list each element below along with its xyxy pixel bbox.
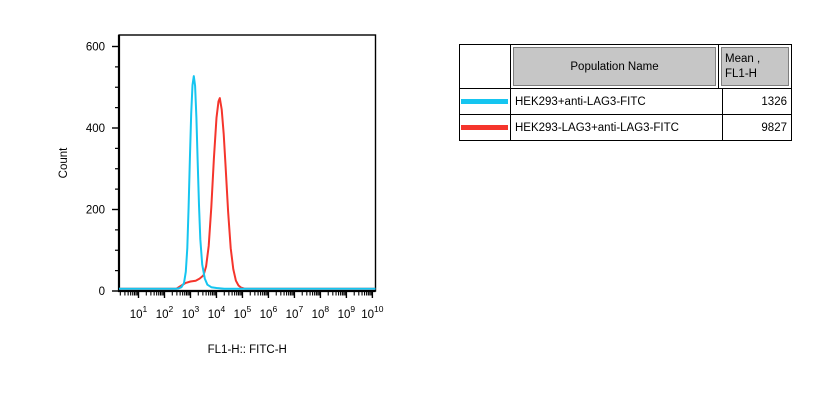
histogram-curve-cyan xyxy=(119,75,376,290)
mean-header-line1: Mean , xyxy=(725,52,761,65)
table-row: HEK293-LAG3+anti-LAG3-FITC 9827 xyxy=(460,114,791,140)
y-axis-title: Count xyxy=(58,147,70,178)
population-name-header: Population Name xyxy=(513,47,716,86)
y-tick-label: 0 xyxy=(99,286,105,298)
series-swatch-red xyxy=(461,125,508,130)
x-tick-label: 106 xyxy=(260,304,278,321)
x-tick-label: 105 xyxy=(234,304,252,321)
x-tick-label: 102 xyxy=(156,304,174,321)
x-tick-label: 107 xyxy=(286,304,304,321)
y-tick-label: 600 xyxy=(86,42,105,54)
x-tick-label: 109 xyxy=(338,304,356,321)
swatch-cell xyxy=(460,89,510,114)
histogram-curve-red xyxy=(119,97,376,290)
population-name: HEK293+anti-LAG3-FITC xyxy=(510,89,722,114)
x-tick-label: 104 xyxy=(208,304,226,321)
y-tick-label: 400 xyxy=(86,123,105,135)
mean-value: 9827 xyxy=(722,115,791,140)
x-tick-label: 103 xyxy=(182,304,200,321)
mean-value: 1326 xyxy=(722,89,791,114)
swatch-cell xyxy=(460,115,510,140)
table-row: HEK293+anti-LAG3-FITC 1326 xyxy=(460,88,791,114)
mean-fl1h-header: Mean , FL1-H xyxy=(721,47,789,86)
x-axis-title: FL1-H:: FITC-H xyxy=(208,344,287,356)
mean-header-line2: FL1-H xyxy=(725,67,757,80)
x-tick-label: 108 xyxy=(312,304,330,321)
population-name: HEK293-LAG3+anti-LAG3-FITC xyxy=(510,115,722,140)
plot-frame xyxy=(118,34,377,292)
y-tick-label: 200 xyxy=(86,205,105,217)
legend-header-swatch-cell xyxy=(460,45,510,88)
legend-header-row: Population Name Mean , FL1-H xyxy=(460,45,791,88)
legend-header-population-cell: Population Name xyxy=(510,45,718,88)
series-swatch-cyan xyxy=(461,99,508,104)
legend-header-mean-cell: Mean , FL1-H xyxy=(718,45,791,88)
x-tick-label: 1010 xyxy=(361,304,384,321)
x-tick-label: 101 xyxy=(130,304,148,321)
legend-table: Population Name Mean , FL1-H HEK293+anti… xyxy=(459,44,792,141)
histogram-chart: 0 200 400 600 101 102 103 104 105 106 107 108 109 101… xyxy=(58,34,384,356)
